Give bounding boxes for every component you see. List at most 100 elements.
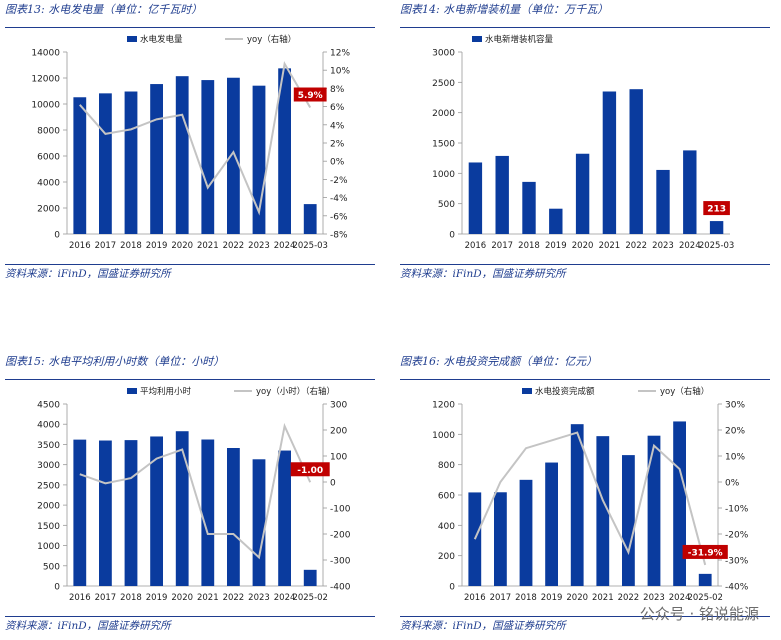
y-right-tick-label: 0% bbox=[330, 158, 345, 168]
callout-box bbox=[290, 462, 330, 477]
bar bbox=[175, 431, 189, 586]
y-tick-label: 3000 bbox=[432, 49, 455, 59]
y-right-tick-label: -4% bbox=[330, 194, 348, 204]
y-right-tick-label: 6% bbox=[330, 103, 345, 113]
watermark: 公众号 · 铭说能源 bbox=[639, 605, 759, 623]
legend-label-bar: 平均利用小时 bbox=[140, 386, 192, 397]
y-tick-label: 8000 bbox=[37, 127, 60, 137]
bar bbox=[468, 162, 483, 234]
source-note: 资料来源：iFinD，国盛证券研究所 bbox=[5, 620, 171, 632]
x-tick-label: 2018 bbox=[515, 593, 537, 603]
x-tick-label: 2025-02 bbox=[292, 593, 328, 603]
x-tick-label: 2024 bbox=[669, 593, 691, 603]
y-right-tick-label: -100 bbox=[330, 505, 351, 515]
chart-hydro-generation: 0 2000 4000 6000 8000 10000 12000 14000 -8% -6% -4… bbox=[5, 30, 375, 266]
y-tick-label: 0 bbox=[54, 231, 60, 241]
legend-label-bar: 水电新增装机容量 bbox=[485, 34, 554, 45]
x-tick-label: 2024 bbox=[274, 593, 296, 603]
y-right-tick-label: -20% bbox=[725, 531, 749, 541]
x-tick-label: 2016 bbox=[69, 593, 91, 603]
x-tick-label: 2022 bbox=[223, 593, 245, 603]
bar bbox=[596, 436, 610, 586]
x-tick-label: 2022 bbox=[625, 241, 647, 251]
y-right-tick-label: 12% bbox=[330, 49, 350, 59]
bar bbox=[150, 436, 163, 586]
y-tick-label: 1000 bbox=[37, 542, 60, 552]
y-right-tick-label: 10% bbox=[725, 453, 745, 463]
source-note: 资料来源：iFinD，国盛证券研究所 bbox=[400, 268, 566, 280]
x-tick-label: 2019 bbox=[146, 593, 168, 603]
bar bbox=[278, 68, 291, 234]
bar bbox=[570, 424, 584, 586]
figure-title: 图表13: 水电发电量（单位：亿千瓦时） bbox=[5, 3, 203, 16]
bar bbox=[545, 462, 558, 586]
bar bbox=[468, 492, 482, 586]
bar bbox=[522, 181, 536, 234]
y-tick-label: 2000 bbox=[37, 502, 60, 512]
chart-svg: 050010001500200025003000350040004500-400… bbox=[37, 386, 351, 603]
callout-box bbox=[703, 201, 730, 216]
y-tick-label: 10000 bbox=[31, 101, 60, 111]
y-right-tick-label: -2% bbox=[330, 176, 348, 186]
title-rule bbox=[5, 379, 375, 380]
x-tick-label: 2021 bbox=[197, 241, 219, 251]
y-right-tick-label: 10% bbox=[330, 67, 350, 77]
x-tick-label: 2018 bbox=[518, 241, 540, 251]
x-tick-label: 2025-03 bbox=[292, 241, 328, 251]
bar bbox=[124, 440, 138, 586]
y-right-tick-label: 200 bbox=[330, 427, 347, 437]
y-tick-label: 6000 bbox=[37, 153, 60, 163]
x-tick-label: 2025-02 bbox=[687, 593, 723, 603]
y-right-tick-label: -10% bbox=[725, 505, 749, 515]
bar bbox=[602, 91, 617, 234]
bar bbox=[683, 150, 697, 234]
bar bbox=[99, 93, 112, 234]
y-right-tick-label: 30% bbox=[725, 401, 745, 411]
x-tick-label: 2016 bbox=[464, 593, 486, 603]
y-right-tick-label: -6% bbox=[330, 212, 348, 222]
x-tick-label: 2023 bbox=[248, 241, 270, 251]
chart-hydro-utilization-hours: 0 500 1000 1500 2000 2500 3000 3500 4000 4500 -400… bbox=[5, 382, 375, 618]
x-tick-label: 2017 bbox=[95, 241, 117, 251]
bar bbox=[201, 439, 215, 586]
legend-label-line: yoy（右轴） bbox=[247, 34, 296, 45]
y-tick-label: 500 bbox=[438, 200, 455, 210]
y-tick-label: 0 bbox=[449, 583, 455, 593]
legend-label-bar: 水电发电量 bbox=[140, 34, 183, 45]
bar bbox=[73, 439, 87, 586]
bar bbox=[150, 84, 163, 234]
bar bbox=[519, 479, 533, 586]
y-tick-label: 500 bbox=[43, 562, 60, 572]
y-tick-label: 12000 bbox=[31, 75, 60, 85]
y-tick-label: 4000 bbox=[37, 421, 60, 431]
y-tick-label: 1500 bbox=[37, 522, 60, 532]
y-tick-label: 0 bbox=[449, 231, 455, 241]
x-tick-label: 2017 bbox=[95, 593, 117, 603]
bar bbox=[99, 440, 112, 586]
chart-hydro-investment: 0 200 400 600 800 1000 1200 -40% -30% -20% -10% 0% 1… bbox=[400, 382, 770, 618]
x-tick-label: 2021 bbox=[592, 593, 614, 603]
source-rule bbox=[5, 616, 375, 617]
y-right-tick-label: 0 bbox=[330, 479, 336, 489]
yoy-line bbox=[473, 431, 707, 566]
x-tick-label: 2024 bbox=[274, 241, 296, 251]
x-tick-label: 2020 bbox=[566, 593, 588, 603]
x-tick-label: 2023 bbox=[248, 593, 270, 603]
y-tick-label: 3000 bbox=[37, 461, 60, 471]
x-tick-label: 2023 bbox=[652, 241, 674, 251]
y-right-tick-label: 0% bbox=[725, 479, 740, 489]
callout-label: 5.9% bbox=[298, 91, 323, 101]
y-tick-label: 1200 bbox=[432, 401, 455, 411]
bar bbox=[303, 204, 317, 234]
y-right-tick-label: -30% bbox=[725, 557, 749, 567]
legend-swatch-bar bbox=[127, 36, 137, 42]
x-tick-label: 2023 bbox=[643, 593, 665, 603]
y-tick-label: 14000 bbox=[31, 49, 60, 59]
bar bbox=[656, 169, 670, 234]
y-right-tick-label: -200 bbox=[330, 531, 351, 541]
x-tick-label: 2020 bbox=[171, 241, 193, 251]
y-right-tick-label: 20% bbox=[725, 427, 745, 437]
bar bbox=[494, 492, 507, 586]
y-right-tick-label: 100 bbox=[330, 453, 347, 463]
bar bbox=[629, 89, 643, 235]
